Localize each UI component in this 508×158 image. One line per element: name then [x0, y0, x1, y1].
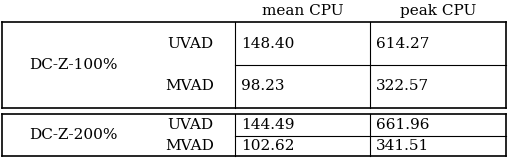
- Text: DC-Z-100%: DC-Z-100%: [29, 58, 118, 72]
- Text: peak CPU: peak CPU: [400, 4, 476, 18]
- Text: UVAD: UVAD: [167, 118, 213, 132]
- Text: 144.49: 144.49: [241, 118, 295, 132]
- Text: UVAD: UVAD: [167, 36, 213, 51]
- Text: MVAD: MVAD: [166, 139, 214, 153]
- Text: MVAD: MVAD: [166, 79, 214, 94]
- Text: 98.23: 98.23: [241, 79, 284, 94]
- Text: DC-Z-200%: DC-Z-200%: [29, 128, 118, 142]
- Text: mean CPU: mean CPU: [262, 4, 343, 18]
- Text: 341.51: 341.51: [376, 139, 429, 153]
- Text: 614.27: 614.27: [376, 36, 429, 51]
- Text: 148.40: 148.40: [241, 36, 294, 51]
- Text: 661.96: 661.96: [376, 118, 429, 132]
- Text: 102.62: 102.62: [241, 139, 295, 153]
- Text: 322.57: 322.57: [376, 79, 429, 94]
